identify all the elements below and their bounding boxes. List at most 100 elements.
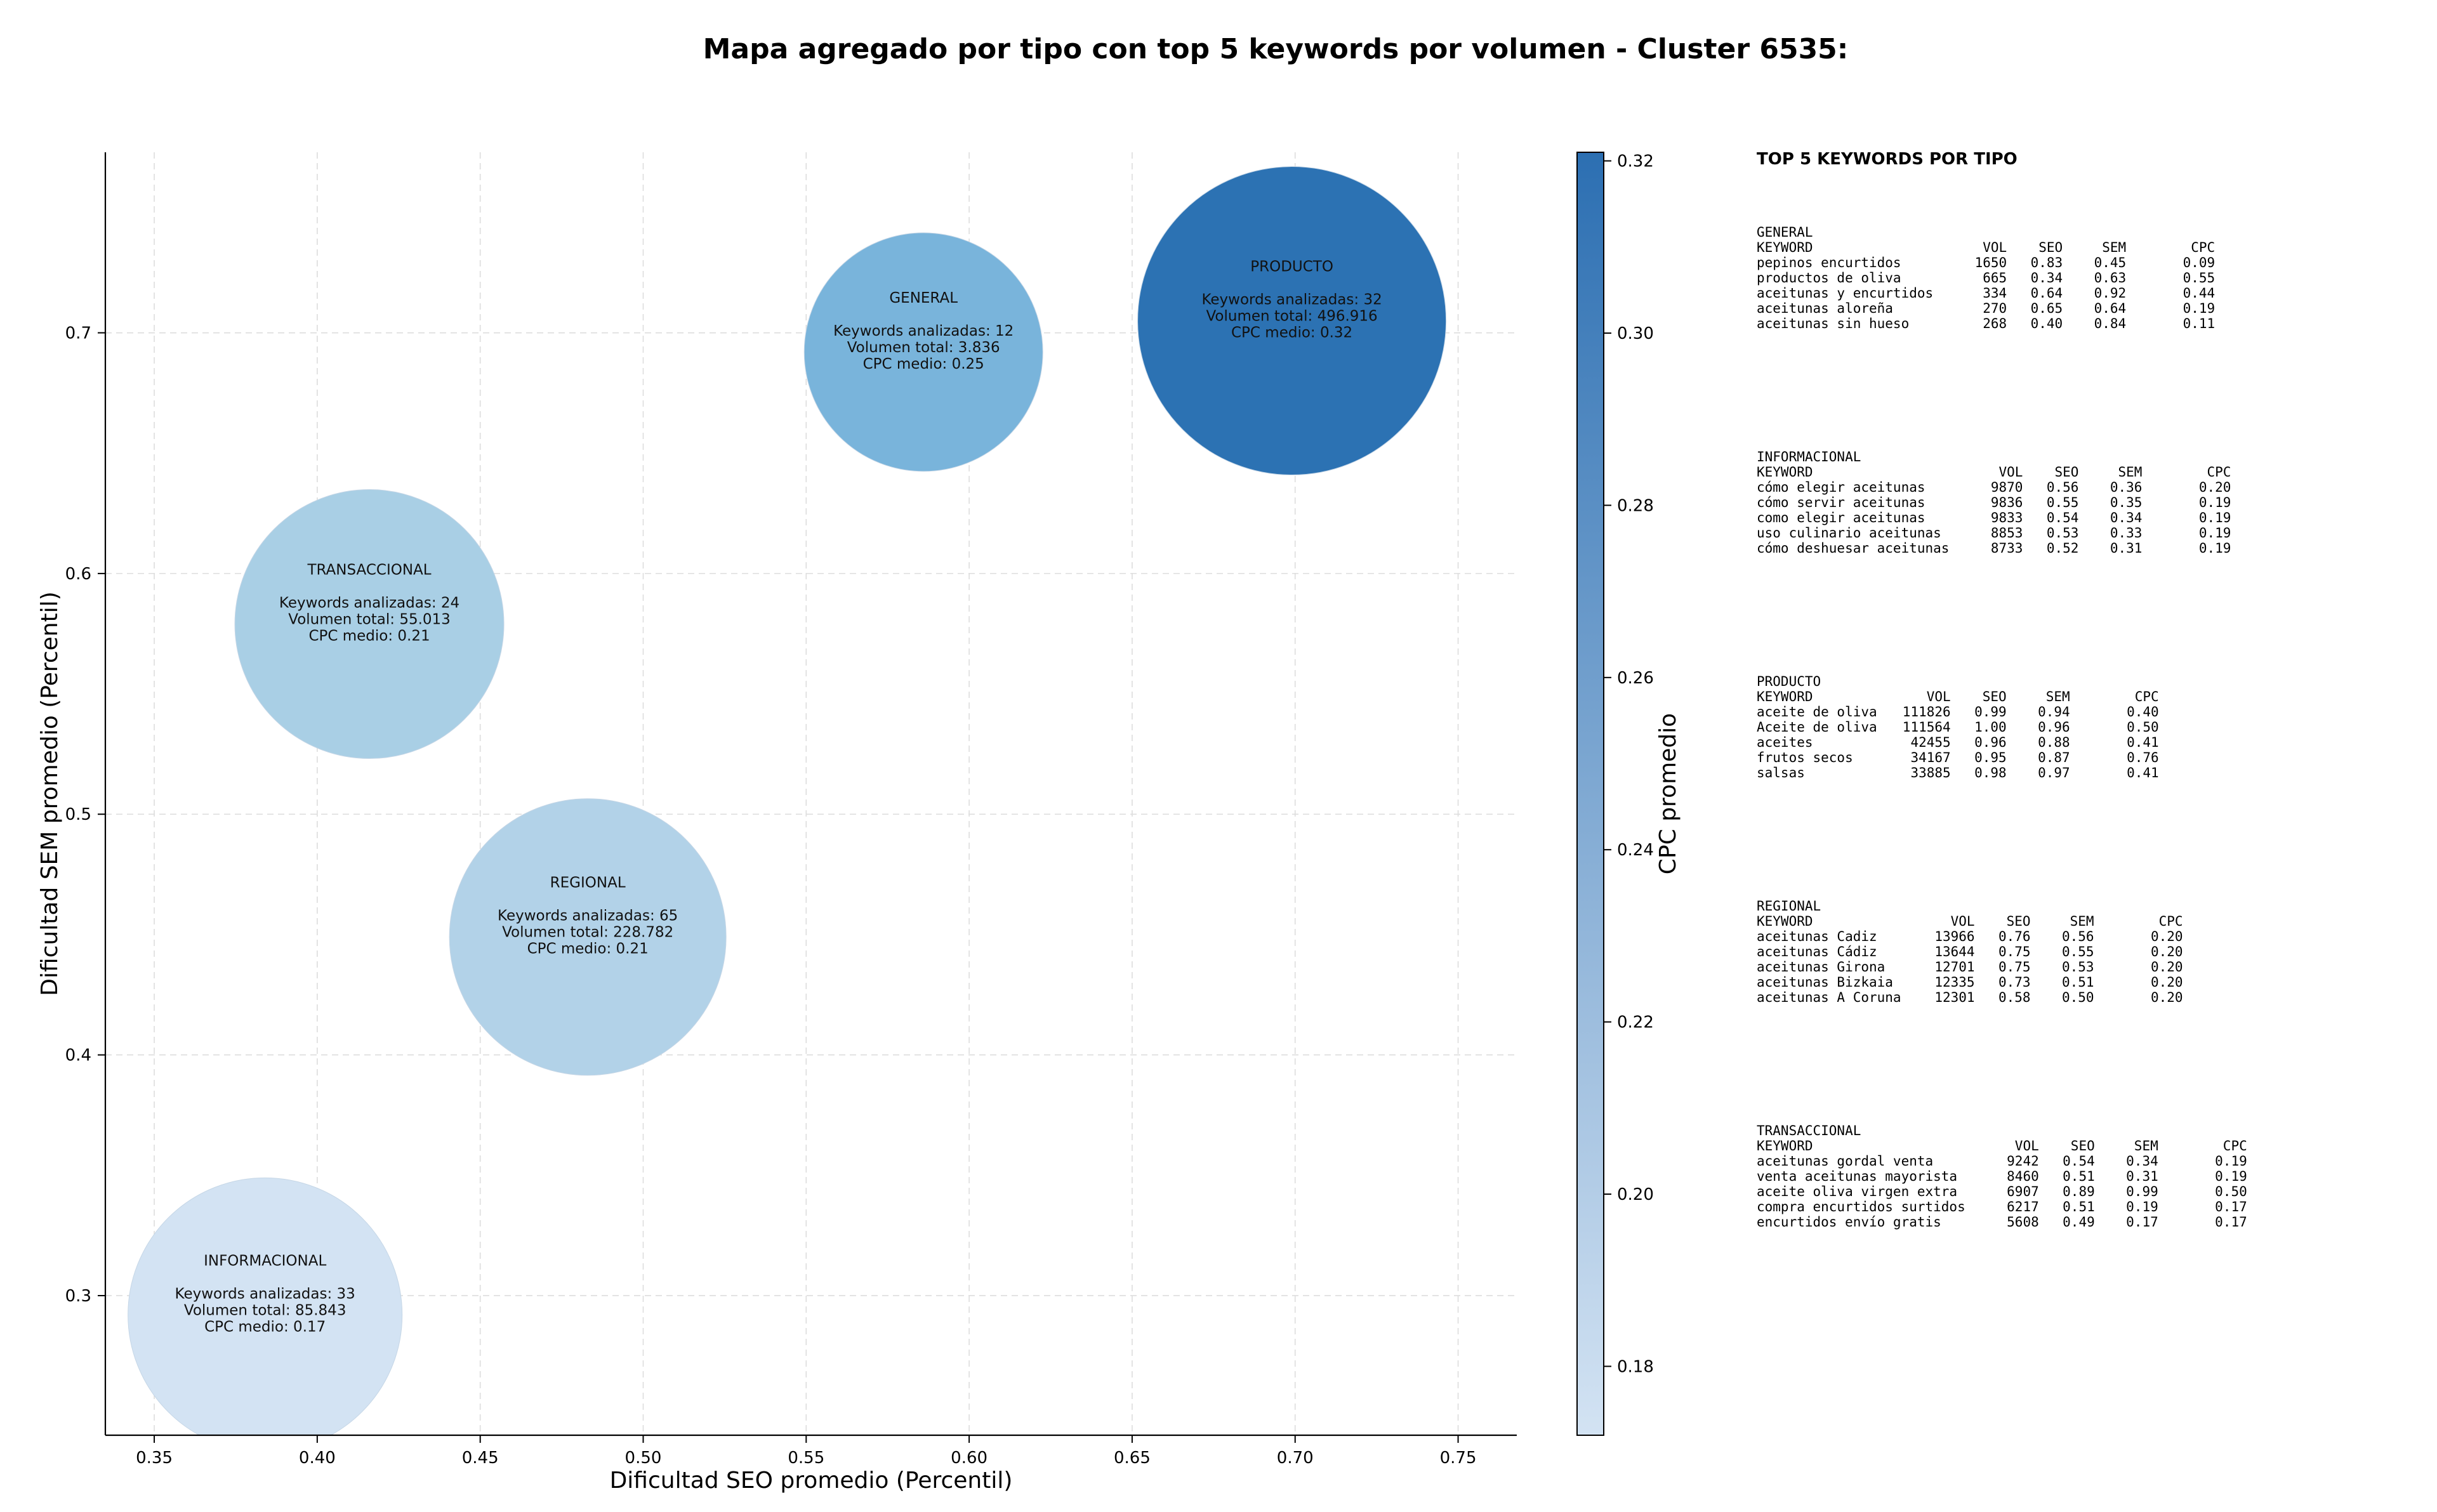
x-tick-label: 0.45 bbox=[462, 1449, 499, 1468]
table-cell: 8853 bbox=[1990, 525, 2023, 541]
table-row: compra encurtidos surtidos 6217 0.51 0.19 0.… bbox=[1757, 1199, 2247, 1214]
table-cell: 0.64 bbox=[2030, 286, 2063, 301]
table-cell: 1650 bbox=[1974, 255, 2007, 270]
x-axis-label: Dificultad SEO promedio (Percentil) bbox=[610, 1468, 1013, 1494]
table-cell: 0.88 bbox=[2038, 735, 2070, 750]
table-cell: 0.75 bbox=[1998, 959, 2031, 975]
table-cell: 0.09 bbox=[2183, 255, 2216, 270]
colorbar-tick-label: 0.26 bbox=[1617, 669, 1654, 688]
column-header: VOL bbox=[1998, 464, 2023, 480]
colorbar-tick-label: 0.28 bbox=[1617, 496, 1654, 515]
column-header: SEO bbox=[2054, 464, 2079, 480]
colorbar: 0.18 0.20 0.22 0.24 0.26 0.28 0.30 0.32 CPC pro… bbox=[1576, 152, 1681, 1436]
table-cell: 0.55 bbox=[2062, 944, 2094, 959]
table-cell: 0.19 bbox=[2183, 301, 2216, 316]
bubble-informacional bbox=[128, 1177, 403, 1435]
table-cell: 0.73 bbox=[1998, 975, 2031, 990]
table-cell: encurtidos envío gratis bbox=[1757, 1214, 1941, 1230]
table-cell: 0.19 bbox=[2126, 1199, 2158, 1214]
table-cell: 0.84 bbox=[2094, 316, 2127, 331]
table-cell: 0.95 bbox=[1974, 750, 2007, 765]
table-row: uso culinario aceitunas 8853 0.53 0.33 0.19 bbox=[1757, 525, 2231, 541]
x-tick-label: 0.55 bbox=[788, 1449, 824, 1468]
colorbar-tick-label: 0.20 bbox=[1617, 1185, 1654, 1204]
keyword-group-informacional: INFORMACIONAL KEYWORD VOL SEO SEM CPC cómo ele… bbox=[1757, 449, 2231, 556]
colorbar-tick-label: 0.24 bbox=[1617, 841, 1654, 860]
table-cell: 0.76 bbox=[1998, 929, 2031, 944]
keyword-group-producto: PRODUCTO KEYWORD VOL SEO SEM CPC aceite de oli… bbox=[1757, 674, 2159, 780]
bubble-general bbox=[803, 232, 1043, 472]
table-row: aceitunas Girona 12701 0.75 0.53 0.20 bbox=[1757, 959, 2183, 975]
y-ticks: 0.3 0.4 0.5 0.6 0.7 bbox=[65, 324, 105, 1306]
y-tick-label: 0.3 bbox=[65, 1287, 91, 1306]
keyword-table: KEYWORD VOL SEO SEM CPC cómo elegir aceitunas… bbox=[1757, 464, 2231, 556]
bubble-producto bbox=[1137, 166, 1447, 476]
table-row: encurtidos envío gratis 5608 0.49 0.17 0.17 bbox=[1757, 1214, 2247, 1230]
bubble-label: Volumen total: 55.013 bbox=[288, 612, 451, 628]
colorbar-label: CPC promedio bbox=[1655, 713, 1681, 874]
table-cell: 0.51 bbox=[2063, 1169, 2095, 1184]
keyword-group-title: REGIONAL bbox=[1757, 898, 1821, 914]
x-tick-label: 0.35 bbox=[136, 1449, 173, 1468]
column-header: SEM bbox=[2070, 914, 2094, 929]
table-cell: aceitunas aloreña bbox=[1757, 301, 1893, 316]
table-cell: 0.50 bbox=[2215, 1184, 2247, 1199]
top-keywords-panel: TOP 5 KEYWORDS POR TIPO GENERAL KEYWORD VO… bbox=[1757, 150, 2429, 1230]
column-header: SEO bbox=[1982, 689, 2007, 704]
table-row: aceitunas Cádiz 13644 0.75 0.55 0.20 bbox=[1757, 944, 2183, 959]
chart-title: Mapa agregado por tipo con top 5 keyword… bbox=[703, 33, 1849, 65]
table-cell: 42455 bbox=[1910, 735, 1951, 750]
table-cell: 0.75 bbox=[1998, 944, 2031, 959]
table-cell: aceitunas Cadiz bbox=[1757, 929, 1877, 944]
colorbar-tick-label: 0.18 bbox=[1617, 1357, 1654, 1376]
keyword-group-transaccional: TRANSACCIONAL KEYWORD VOL SEO SEM CPC aceituna… bbox=[1757, 1123, 2247, 1230]
table-cell: 0.19 bbox=[2215, 1154, 2247, 1169]
table-cell: 12335 bbox=[1934, 975, 1975, 990]
table-cell: 111564 bbox=[1902, 720, 1951, 735]
x-tick-label: 0.50 bbox=[625, 1449, 662, 1468]
y-tick-label: 0.6 bbox=[65, 565, 91, 584]
column-header: SEM bbox=[2045, 689, 2070, 704]
bubble-label: REGIONAL bbox=[550, 875, 626, 891]
table-cell: 0.54 bbox=[2046, 510, 2079, 525]
table-cell: 34167 bbox=[1910, 750, 1951, 765]
table-row: aceite de oliva 111826 0.99 0.94 0.40 bbox=[1757, 704, 2159, 720]
keyword-group-general: GENERAL KEYWORD VOL SEO SEM CPC pepinos encurt… bbox=[1757, 225, 2215, 331]
table-cell: 0.92 bbox=[2094, 286, 2127, 301]
bubble-label: Volumen total: 496.916 bbox=[1206, 308, 1377, 325]
x-tick-label: 0.65 bbox=[1114, 1449, 1151, 1468]
table-cell: 0.20 bbox=[2151, 944, 2183, 959]
y-tick-label: 0.4 bbox=[65, 1046, 91, 1065]
table-cell: 0.89 bbox=[2063, 1184, 2095, 1199]
bubble-label: GENERAL bbox=[889, 290, 958, 306]
x-tick-label: 0.60 bbox=[951, 1449, 987, 1468]
table-cell: 0.87 bbox=[2038, 750, 2070, 765]
table-cell: 9833 bbox=[1990, 510, 2023, 525]
table-cell: 0.20 bbox=[2151, 990, 2183, 1005]
table-cell: 0.34 bbox=[2110, 510, 2143, 525]
table-cell: 0.76 bbox=[2127, 750, 2159, 765]
keyword-table-header: KEYWORD VOL SEO SEM CPC bbox=[1757, 689, 2159, 704]
table-cell: aceitunas gordal venta bbox=[1757, 1154, 1934, 1169]
table-cell: 9242 bbox=[2007, 1154, 2039, 1169]
table-cell: 0.19 bbox=[2198, 510, 2231, 525]
table-cell: como elegir aceitunas bbox=[1757, 510, 1925, 525]
table-cell: 0.19 bbox=[2198, 541, 2231, 556]
table-cell: 0.51 bbox=[2063, 1199, 2095, 1214]
x-tick-label: 0.75 bbox=[1440, 1449, 1477, 1468]
table-cell: 0.20 bbox=[2151, 929, 2183, 944]
table-cell: 0.53 bbox=[2046, 525, 2079, 541]
table-cell: frutos secos bbox=[1757, 750, 1853, 765]
table-cell: 0.17 bbox=[2215, 1199, 2247, 1214]
table-row: salsas 33885 0.98 0.97 0.41 bbox=[1757, 765, 2159, 780]
table-cell: 0.20 bbox=[2151, 975, 2183, 990]
column-header: SEO bbox=[2038, 240, 2063, 255]
table-cell: compra encurtidos surtidos bbox=[1757, 1199, 1965, 1214]
axes bbox=[104, 152, 1517, 1436]
column-header: SEM bbox=[2118, 464, 2143, 480]
table-cell: 0.55 bbox=[2046, 495, 2079, 510]
table-cell: 0.83 bbox=[2030, 255, 2063, 270]
table-row: aceitunas Cadiz 13966 0.76 0.56 0.20 bbox=[1757, 929, 2183, 944]
table-cell: 0.35 bbox=[2110, 495, 2143, 510]
table-cell: 0.99 bbox=[1974, 704, 2007, 720]
